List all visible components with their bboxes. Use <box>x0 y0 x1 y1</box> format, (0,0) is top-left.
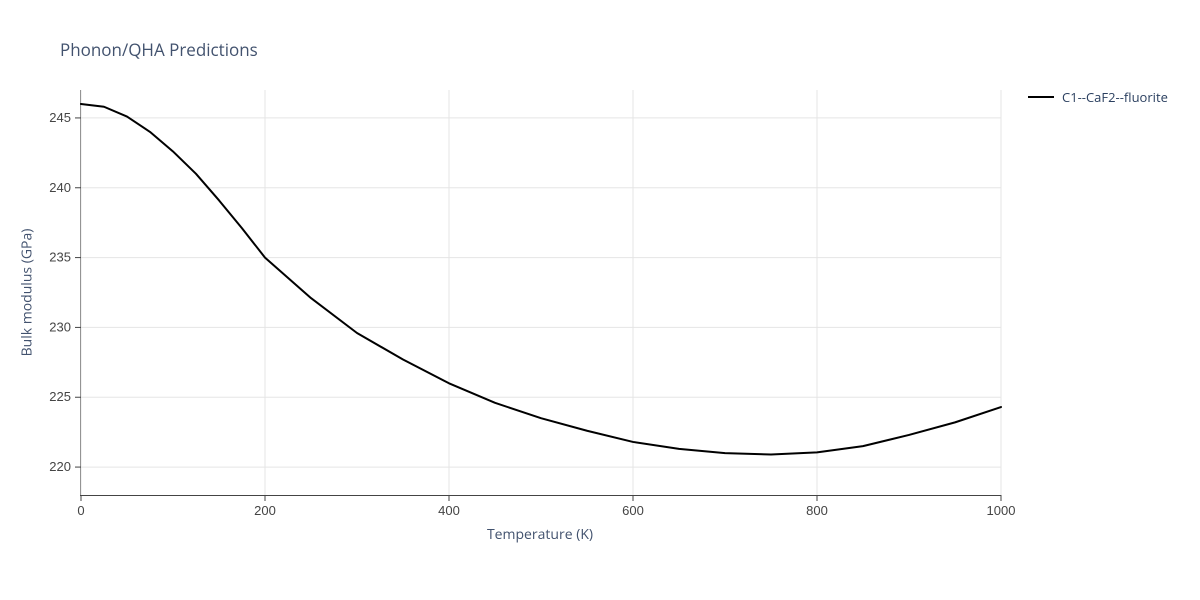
svg-text:400: 400 <box>438 503 460 518</box>
svg-text:230: 230 <box>49 319 71 334</box>
legend-entry-label: C1--CaF2--fluorite <box>1062 88 1168 106</box>
svg-text:235: 235 <box>49 250 71 265</box>
y-axis-label: Bulk modulus (GPa) <box>18 90 36 495</box>
y-axis-label-text: Bulk modulus (GPa) <box>18 229 37 357</box>
legend[interactable]: C1--CaF2--fluorite <box>1028 88 1168 106</box>
chart-container: Phonon/QHA Predictions 02004006008001000… <box>0 0 1200 600</box>
chart-title: Phonon/QHA Predictions <box>60 38 258 61</box>
plot-area: 02004006008001000220225230235240245 <box>80 90 1001 496</box>
svg-text:220: 220 <box>49 459 71 474</box>
svg-text:800: 800 <box>806 503 828 518</box>
svg-text:225: 225 <box>49 389 71 404</box>
plot-svg[interactable]: 02004006008001000220225230235240245 <box>81 90 1001 495</box>
svg-text:600: 600 <box>622 503 644 518</box>
legend-swatch <box>1028 96 1054 98</box>
svg-text:240: 240 <box>49 180 71 195</box>
x-axis-label: Temperature (K) <box>80 525 1000 544</box>
svg-text:245: 245 <box>49 110 71 125</box>
svg-text:1000: 1000 <box>987 503 1016 518</box>
svg-text:200: 200 <box>254 503 276 518</box>
svg-text:0: 0 <box>77 503 84 518</box>
